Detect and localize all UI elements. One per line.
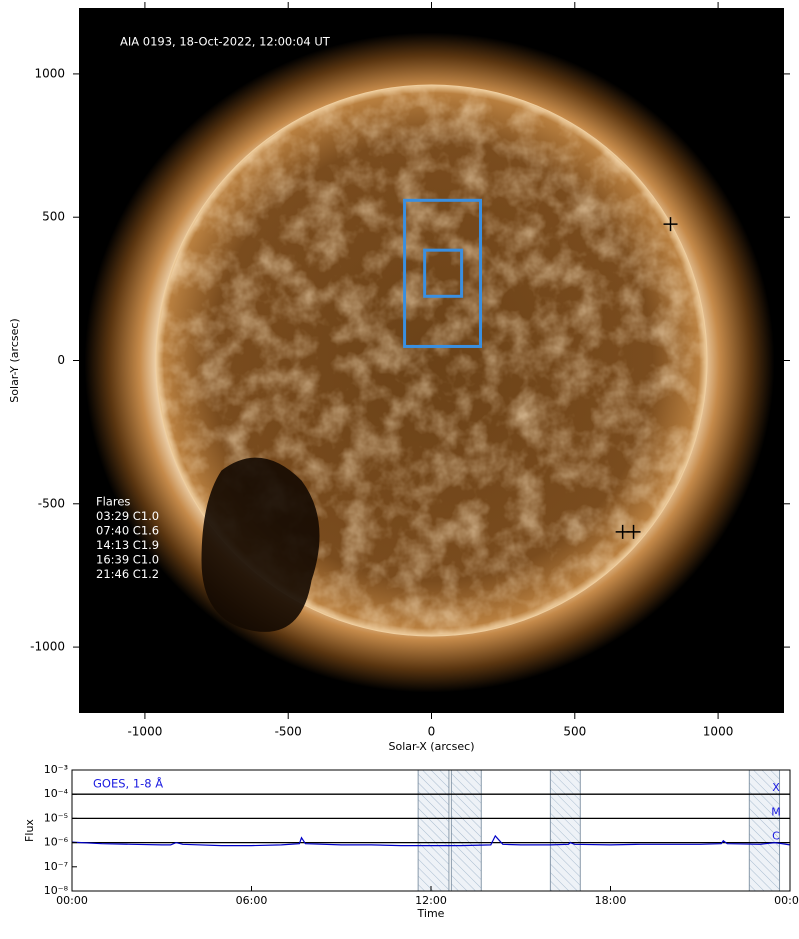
y-axis-label: Solar-Y (arcsec): [8, 318, 21, 402]
x-tick-label: 1000: [703, 725, 734, 739]
flare-marker: [626, 524, 641, 539]
x-tick-label: 18:00: [595, 894, 627, 907]
y-tick-label: 10⁻⁷: [44, 860, 68, 873]
y-tick-label: 0: [57, 353, 65, 367]
x-tick-label: 00:00: [56, 894, 88, 907]
x-tick-label: 06:00: [236, 894, 268, 907]
y-axis-label: Flux: [23, 819, 36, 842]
y-tick-label: 10⁻⁵: [44, 811, 68, 824]
x-axis-label: Time: [417, 907, 445, 920]
coronal-hole: [201, 457, 320, 632]
roi-box: [423, 248, 464, 298]
x-tick-label: -1000: [127, 725, 162, 739]
flux-line: [72, 834, 790, 847]
x-axis-label: Solar-X (arcsec): [389, 740, 475, 753]
flares-title: Flares: [96, 495, 130, 509]
y-tick-label: 500: [42, 210, 65, 224]
level-label: M: [771, 805, 781, 818]
y-tick-label: 10⁻⁶: [44, 836, 69, 849]
x-tick-label: 12:00: [415, 894, 447, 907]
y-tick-label: 1000: [34, 66, 65, 80]
image-area: [79, 8, 784, 713]
level-label: X: [772, 781, 780, 794]
roi-box: [403, 198, 483, 348]
flare-marker: [663, 217, 678, 232]
image-title: AIA 0193, 18-Oct-2022, 12:00:04 UT: [120, 35, 331, 49]
y-tick-label: 10⁻⁸: [44, 884, 69, 897]
series-label: GOES, 1-8 Å: [93, 776, 163, 791]
flare-span: [417, 770, 450, 891]
flare-span: [450, 770, 482, 891]
plot-area: [72, 770, 790, 891]
flare-entry: 03:29 C1.0: [96, 509, 159, 523]
flare-span: [748, 770, 781, 891]
x-tick-label: -500: [275, 725, 302, 739]
flare-span: [549, 770, 581, 891]
x-tick-label: 0: [428, 725, 436, 739]
level-label: C: [772, 830, 780, 843]
x-tick-label: 00:00: [774, 894, 799, 907]
flare-entry: 16:39 C1.0: [96, 553, 159, 567]
flare-entry: 14:13 C1.9: [96, 538, 159, 552]
x-tick-label: 500: [563, 725, 586, 739]
y-tick-label: -1000: [30, 640, 65, 654]
y-tick-label: 10⁻⁴: [44, 787, 69, 800]
flare-entry: 21:46 C1.2: [96, 567, 159, 581]
y-tick-label: 10⁻³: [44, 763, 68, 776]
flare-entry: 07:40 C1.6: [96, 524, 159, 538]
y-tick-label: -500: [38, 496, 65, 510]
solar-image: AIA 0193, 18-Oct-2022, 12:00:04 UT Flares…: [8, 2, 790, 753]
